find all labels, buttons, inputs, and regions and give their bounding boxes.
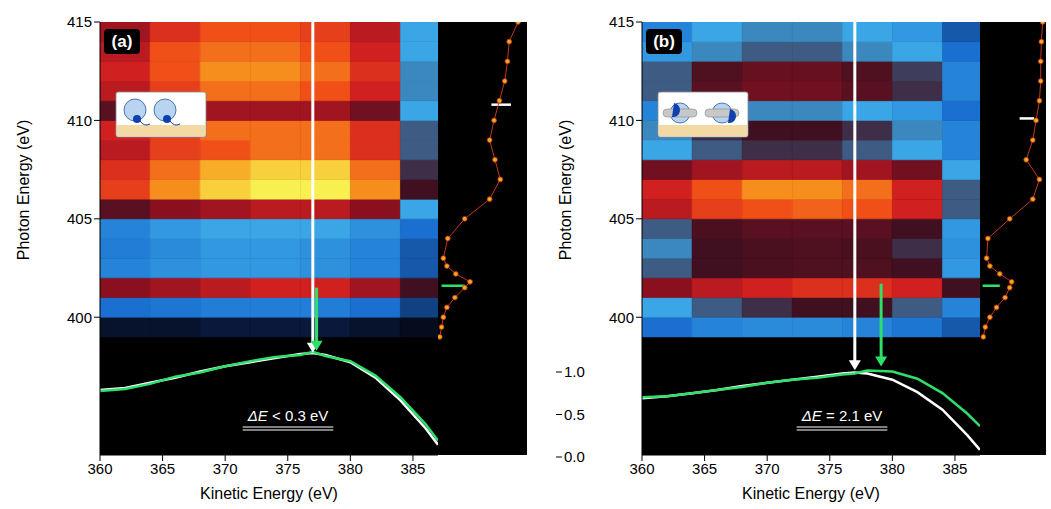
svg-text:370: 370 <box>213 460 238 477</box>
svg-text:0.0: 0.0 <box>564 448 585 465</box>
svg-text:410: 410 <box>67 112 92 129</box>
svg-text:(b): (b) <box>653 32 675 51</box>
svg-text:365: 365 <box>692 460 717 477</box>
svg-text:375: 375 <box>275 460 300 477</box>
svg-text:Kinetic Energy (eV): Kinetic Energy (eV) <box>200 485 338 502</box>
svg-text:405: 405 <box>67 210 92 227</box>
svg-text:385: 385 <box>400 460 425 477</box>
svg-text:375: 375 <box>817 460 842 477</box>
svg-text:380: 380 <box>880 460 905 477</box>
svg-text:ΔE < 0.3 eV: ΔE < 0.3 eV <box>247 407 329 424</box>
svg-text:Photon Energy (eV): Photon Energy (eV) <box>15 120 32 261</box>
svg-text:365: 365 <box>150 460 175 477</box>
svg-text:360: 360 <box>87 460 112 477</box>
svg-text:400: 400 <box>609 309 634 326</box>
svg-text:Photon Energy (eV): Photon Energy (eV) <box>557 120 574 261</box>
svg-text:ΔE = 2.1 eV: ΔE = 2.1 eV <box>801 407 883 424</box>
svg-text:385: 385 <box>942 460 967 477</box>
svg-text:1.0: 1.0 <box>564 363 585 380</box>
svg-text:(a): (a) <box>112 32 133 51</box>
svg-text:415: 415 <box>609 13 634 30</box>
svg-text:410: 410 <box>609 112 634 129</box>
svg-text:370: 370 <box>755 460 780 477</box>
svg-text:360: 360 <box>629 460 654 477</box>
svg-text:400: 400 <box>67 309 92 326</box>
svg-text:415: 415 <box>67 13 92 30</box>
svg-text:405: 405 <box>609 210 634 227</box>
svg-text:Kinetic Energy (eV): Kinetic Energy (eV) <box>742 485 880 502</box>
svg-text:380: 380 <box>338 460 363 477</box>
svg-text:0.5: 0.5 <box>564 406 585 423</box>
